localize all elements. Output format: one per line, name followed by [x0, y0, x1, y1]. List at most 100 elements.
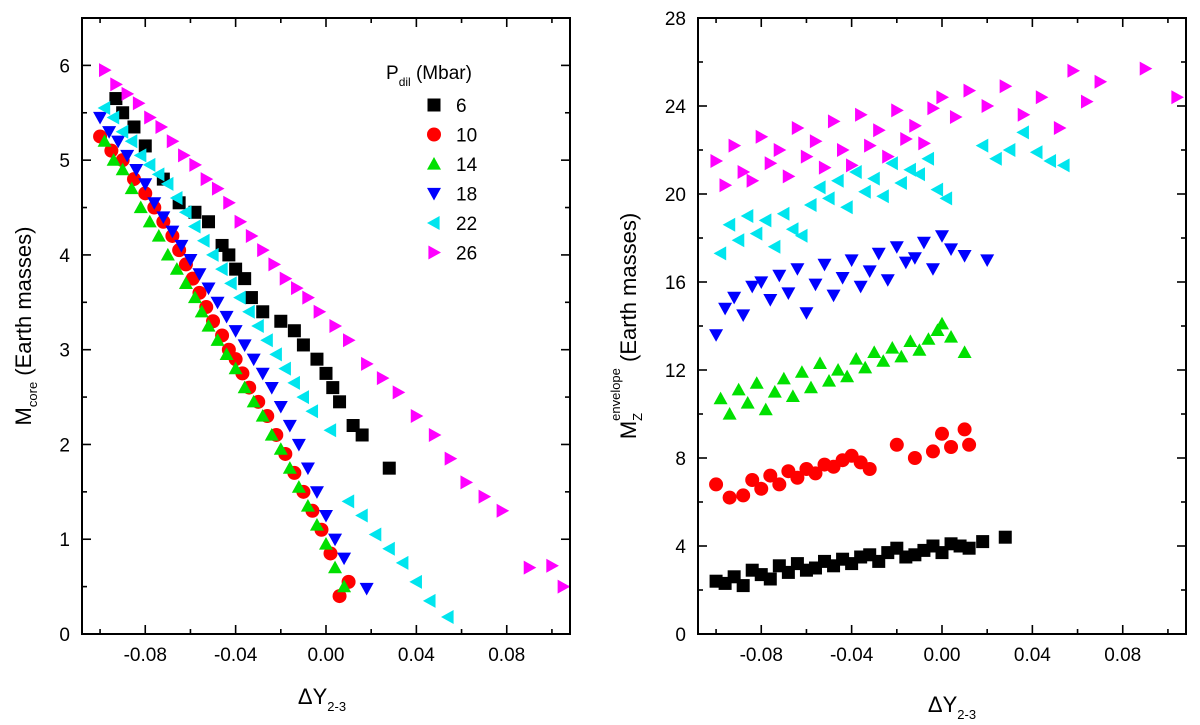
right-point-22 [858, 184, 871, 199]
left-point-14 [228, 361, 243, 375]
right-point-22 [813, 180, 826, 195]
legend-entries: 6 10 14 18 22 26 [427, 96, 478, 265]
left-point-22 [142, 157, 156, 172]
left-point-18 [300, 462, 315, 476]
right-series-10 [709, 422, 977, 505]
right-series-22 [713, 125, 1070, 261]
left-x-tick-label: 0.04 [398, 645, 435, 666]
right-point-10 [745, 473, 760, 487]
right-point-26 [918, 136, 931, 151]
left-point-14 [319, 536, 333, 550]
left-point-22 [106, 110, 120, 125]
left-x-tick-label: 0.08 [488, 645, 525, 666]
left-point-22 [151, 167, 165, 182]
right-y-tick-label: 24 [665, 97, 687, 118]
right-point-18 [736, 309, 751, 322]
left-point-22 [242, 304, 255, 319]
left-point-26 [132, 96, 146, 111]
left-point-26 [342, 333, 356, 348]
right-ticks: -0.08 -0.04 0.00 0.04 0.08 0 4 8 12 16 20 24 28 [665, 9, 1186, 666]
right-point-26 [864, 138, 877, 153]
left-x-axis-main: ΔY [298, 684, 328, 709]
left-point-14 [169, 262, 184, 275]
left-point-22 [305, 404, 319, 419]
left-point-26 [392, 385, 406, 400]
left-point-22 [160, 176, 174, 191]
left-y-tick-label: 6 [59, 56, 70, 77]
right-point-22 [921, 151, 935, 166]
left-point-6 [326, 381, 340, 395]
left-point-18 [192, 268, 207, 281]
right-point-22 [776, 206, 790, 221]
right-point-22 [731, 233, 745, 248]
right-point-14 [767, 385, 782, 398]
right-point-14 [840, 369, 855, 383]
left-y-tick-label: 5 [59, 151, 70, 172]
right-point-26 [1017, 107, 1031, 122]
right-point-14 [813, 356, 827, 369]
left-point-18 [102, 126, 117, 139]
right-point-18 [808, 278, 823, 292]
left-point-22 [287, 375, 300, 390]
left-point-6 [287, 324, 301, 338]
left-point-26 [155, 119, 169, 134]
right-series-26 [710, 61, 1184, 193]
left-point-6 [382, 461, 396, 475]
right-point-22 [903, 162, 916, 177]
legend-title-sub: dil [399, 75, 411, 89]
right-point-26 [719, 178, 733, 193]
left-point-26 [144, 110, 157, 125]
left-point-6 [109, 92, 123, 106]
right-point-22 [939, 191, 953, 206]
left-point-26 [234, 214, 248, 229]
legend-marker-10 [427, 127, 441, 142]
right-point-22 [885, 156, 898, 171]
left-point-18 [264, 382, 279, 395]
right-point-26 [1035, 90, 1049, 105]
right-point-14 [803, 380, 818, 394]
left-series [93, 63, 571, 624]
right-point-22 [840, 200, 853, 215]
left-point-26 [200, 172, 214, 187]
left-series-14 [97, 134, 352, 593]
legend-title-main: P [386, 63, 399, 84]
left-y-tick-label: 2 [59, 435, 70, 456]
right-point-22 [1016, 125, 1029, 140]
right-point-18 [826, 289, 841, 303]
right-point-18 [718, 302, 733, 316]
left-ticks: -0.08 -0.04 0.00 0.04 0.08 0 1 2 3 4 5 6 [59, 17, 570, 666]
left-point-22 [206, 247, 219, 262]
left-y-tick-label: 1 [59, 530, 70, 551]
right-point-22 [794, 228, 808, 243]
right-y-tick-label: 0 [675, 625, 686, 646]
left-point-6 [202, 215, 216, 229]
legend-label-6: 6 [456, 96, 467, 117]
left-point-14 [124, 181, 139, 195]
left-y-axis-main: M [11, 407, 36, 425]
left-x-tick-label: 0.00 [308, 645, 345, 666]
left-point-26 [211, 181, 225, 196]
right-x-tick-label: 0.04 [1014, 645, 1051, 666]
right-point-18 [754, 276, 769, 289]
left-point-22 [441, 609, 454, 624]
right-point-18 [980, 254, 995, 267]
left-point-22 [422, 593, 436, 608]
left-point-26 [302, 290, 315, 305]
left-point-26 [523, 560, 537, 575]
legend-marker-22 [427, 216, 440, 230]
right-point-14 [713, 391, 728, 405]
left-point-22 [323, 423, 337, 438]
left-point-6 [138, 139, 152, 153]
left-x-axis-title: ΔY2-3 [298, 684, 346, 714]
left-point-14 [187, 290, 202, 304]
left-x-tick-label: -0.08 [124, 645, 167, 666]
left-point-10 [185, 271, 200, 286]
right-point-26 [981, 99, 995, 113]
right-point-26 [949, 110, 963, 124]
right-point-26 [836, 143, 850, 157]
left-point-18 [273, 400, 288, 414]
left-point-22 [124, 134, 138, 149]
left-point-22 [197, 233, 210, 248]
left-panel: -0.08 -0.04 0.00 0.04 0.08 0 1 2 3 4 5 6 Mcore (Ear… [11, 17, 571, 714]
left-point-26 [279, 271, 293, 286]
